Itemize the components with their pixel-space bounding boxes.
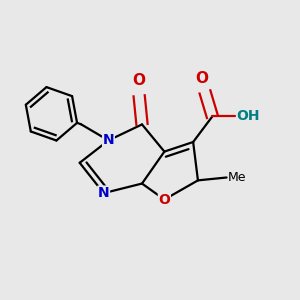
Text: N: N (98, 186, 109, 200)
Text: O: O (133, 73, 146, 88)
Text: N: N (103, 134, 114, 147)
Text: OH: OH (236, 110, 260, 123)
Text: O: O (195, 70, 208, 86)
Text: Me: Me (228, 171, 247, 184)
Text: O: O (158, 193, 170, 206)
